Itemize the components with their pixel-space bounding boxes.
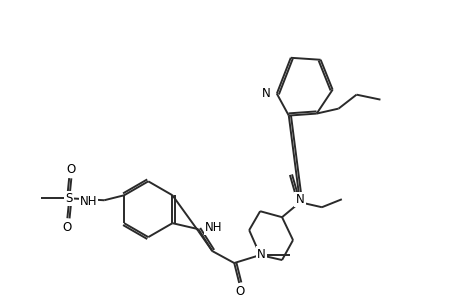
Text: N: N [295,193,304,206]
Text: O: O [62,221,72,234]
Text: N: N [262,87,270,100]
Text: NH: NH [79,195,97,208]
Text: O: O [67,163,76,176]
Text: N: N [256,248,265,261]
Text: S: S [66,192,73,205]
Text: NH: NH [205,221,222,234]
Text: O: O [235,285,244,298]
